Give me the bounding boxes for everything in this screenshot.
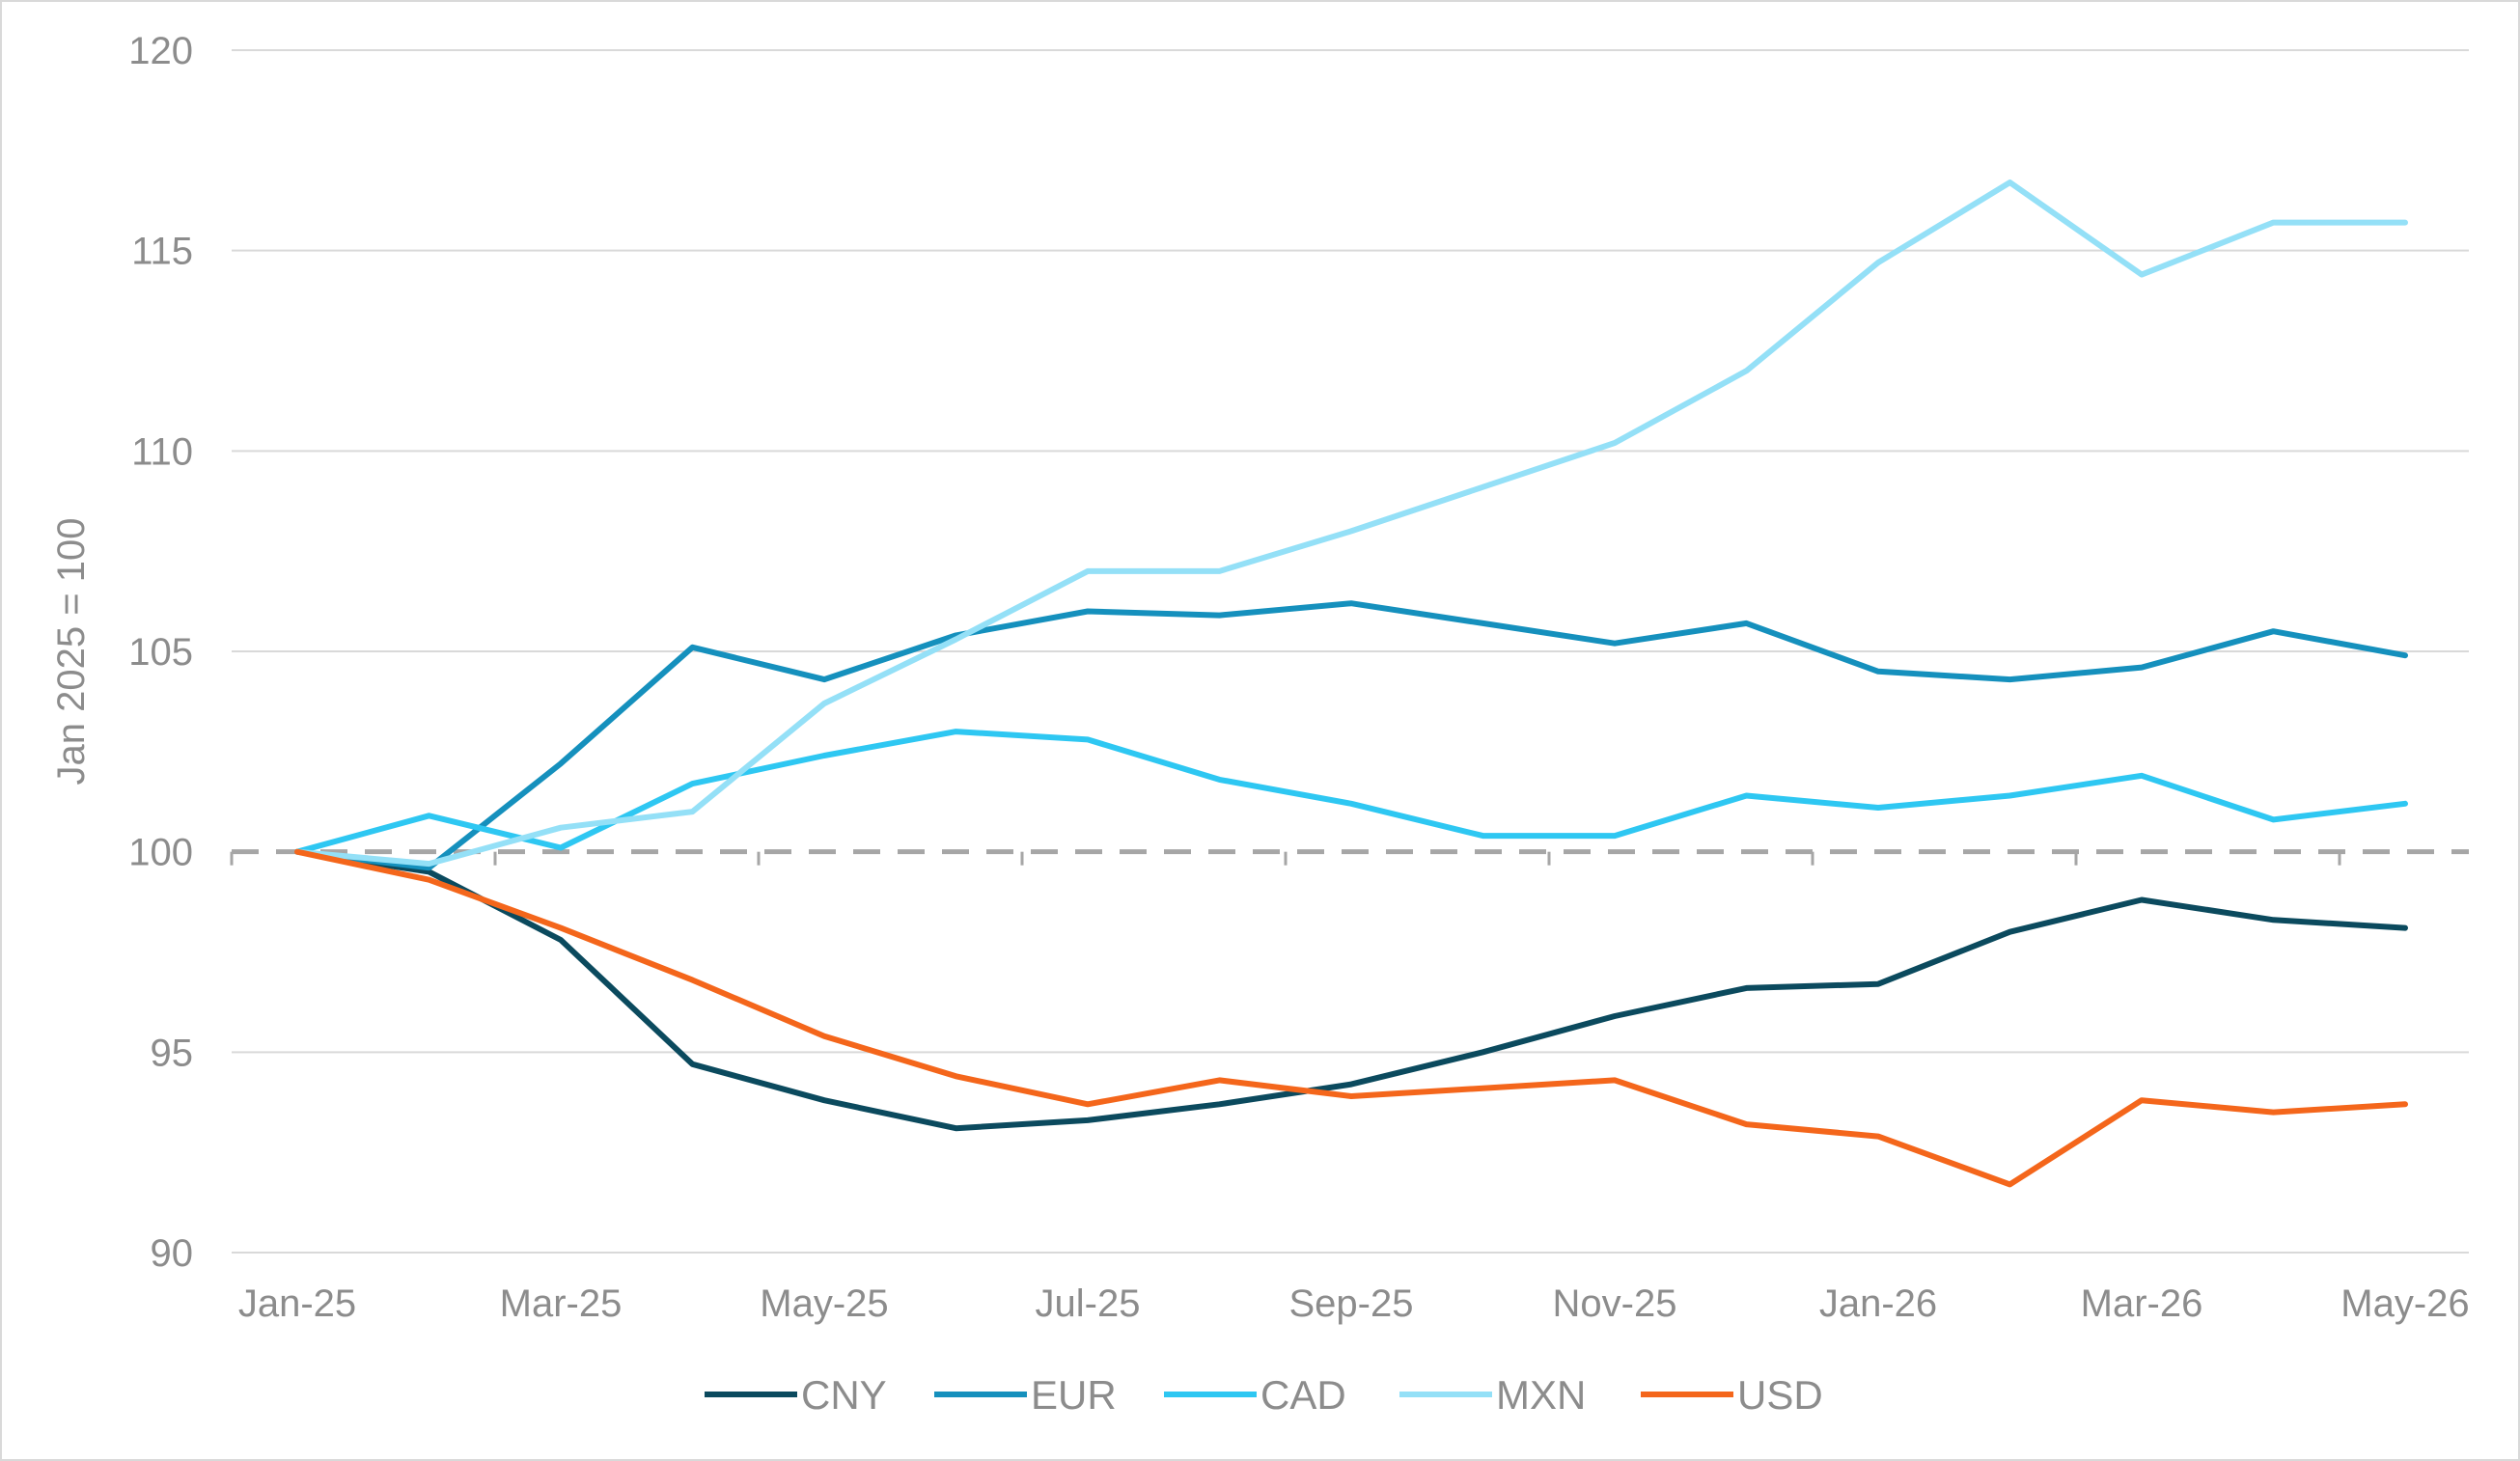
y-tick-label: 105 xyxy=(128,631,193,674)
series-line-eur xyxy=(294,600,2408,871)
legend: CNY EUR CAD MXN USD xyxy=(705,1372,1823,1418)
x-tick-label: Jul-25 xyxy=(1036,1282,1141,1325)
reference-line-group xyxy=(230,849,2469,866)
y-tick-label: 115 xyxy=(131,231,193,273)
y-tick-label: 95 xyxy=(151,1032,194,1074)
y-tick-label: 120 xyxy=(128,30,193,72)
x-tick-label: May-26 xyxy=(2340,1282,2469,1325)
series-line-usd xyxy=(294,848,2408,1188)
x-tick-label: May-25 xyxy=(760,1282,888,1325)
series-line-mxn xyxy=(294,179,2408,868)
x-tick-label: Sep-25 xyxy=(1289,1282,1414,1325)
x-tick-label: Mar-25 xyxy=(500,1282,623,1325)
y-tick-label: 100 xyxy=(128,832,193,874)
legend-label-eur: EUR xyxy=(1031,1372,1117,1418)
legend-label-usd: USD xyxy=(1737,1372,1823,1418)
y-tick-label: 110 xyxy=(131,430,193,473)
y-axis-title: Jan 2025 = 100 xyxy=(50,518,93,786)
series-lines xyxy=(294,179,2408,1188)
x-tick-label: Mar-26 xyxy=(2081,1282,2203,1325)
series-line-cad xyxy=(294,729,2408,855)
legend-label-cad: CAD xyxy=(1260,1372,1346,1418)
legend-label-cny: CNY xyxy=(801,1372,887,1418)
x-axis: Jan-25 Mar-25 May-25 Jul-25 Sep-25 Nov-25 Jan-… xyxy=(232,1252,2470,1325)
x-tick-label: Nov-25 xyxy=(1553,1282,1677,1325)
y-tick-label: 90 xyxy=(151,1232,194,1275)
y-axis: 90 95 100 105 110 115 120 xyxy=(128,30,193,1275)
x-tick-label: Jan-25 xyxy=(238,1282,356,1325)
series-line-cny xyxy=(294,848,2408,1132)
x-tick-label: Jan-26 xyxy=(1819,1282,1937,1325)
legend-label-mxn: MXN xyxy=(1496,1372,1586,1418)
